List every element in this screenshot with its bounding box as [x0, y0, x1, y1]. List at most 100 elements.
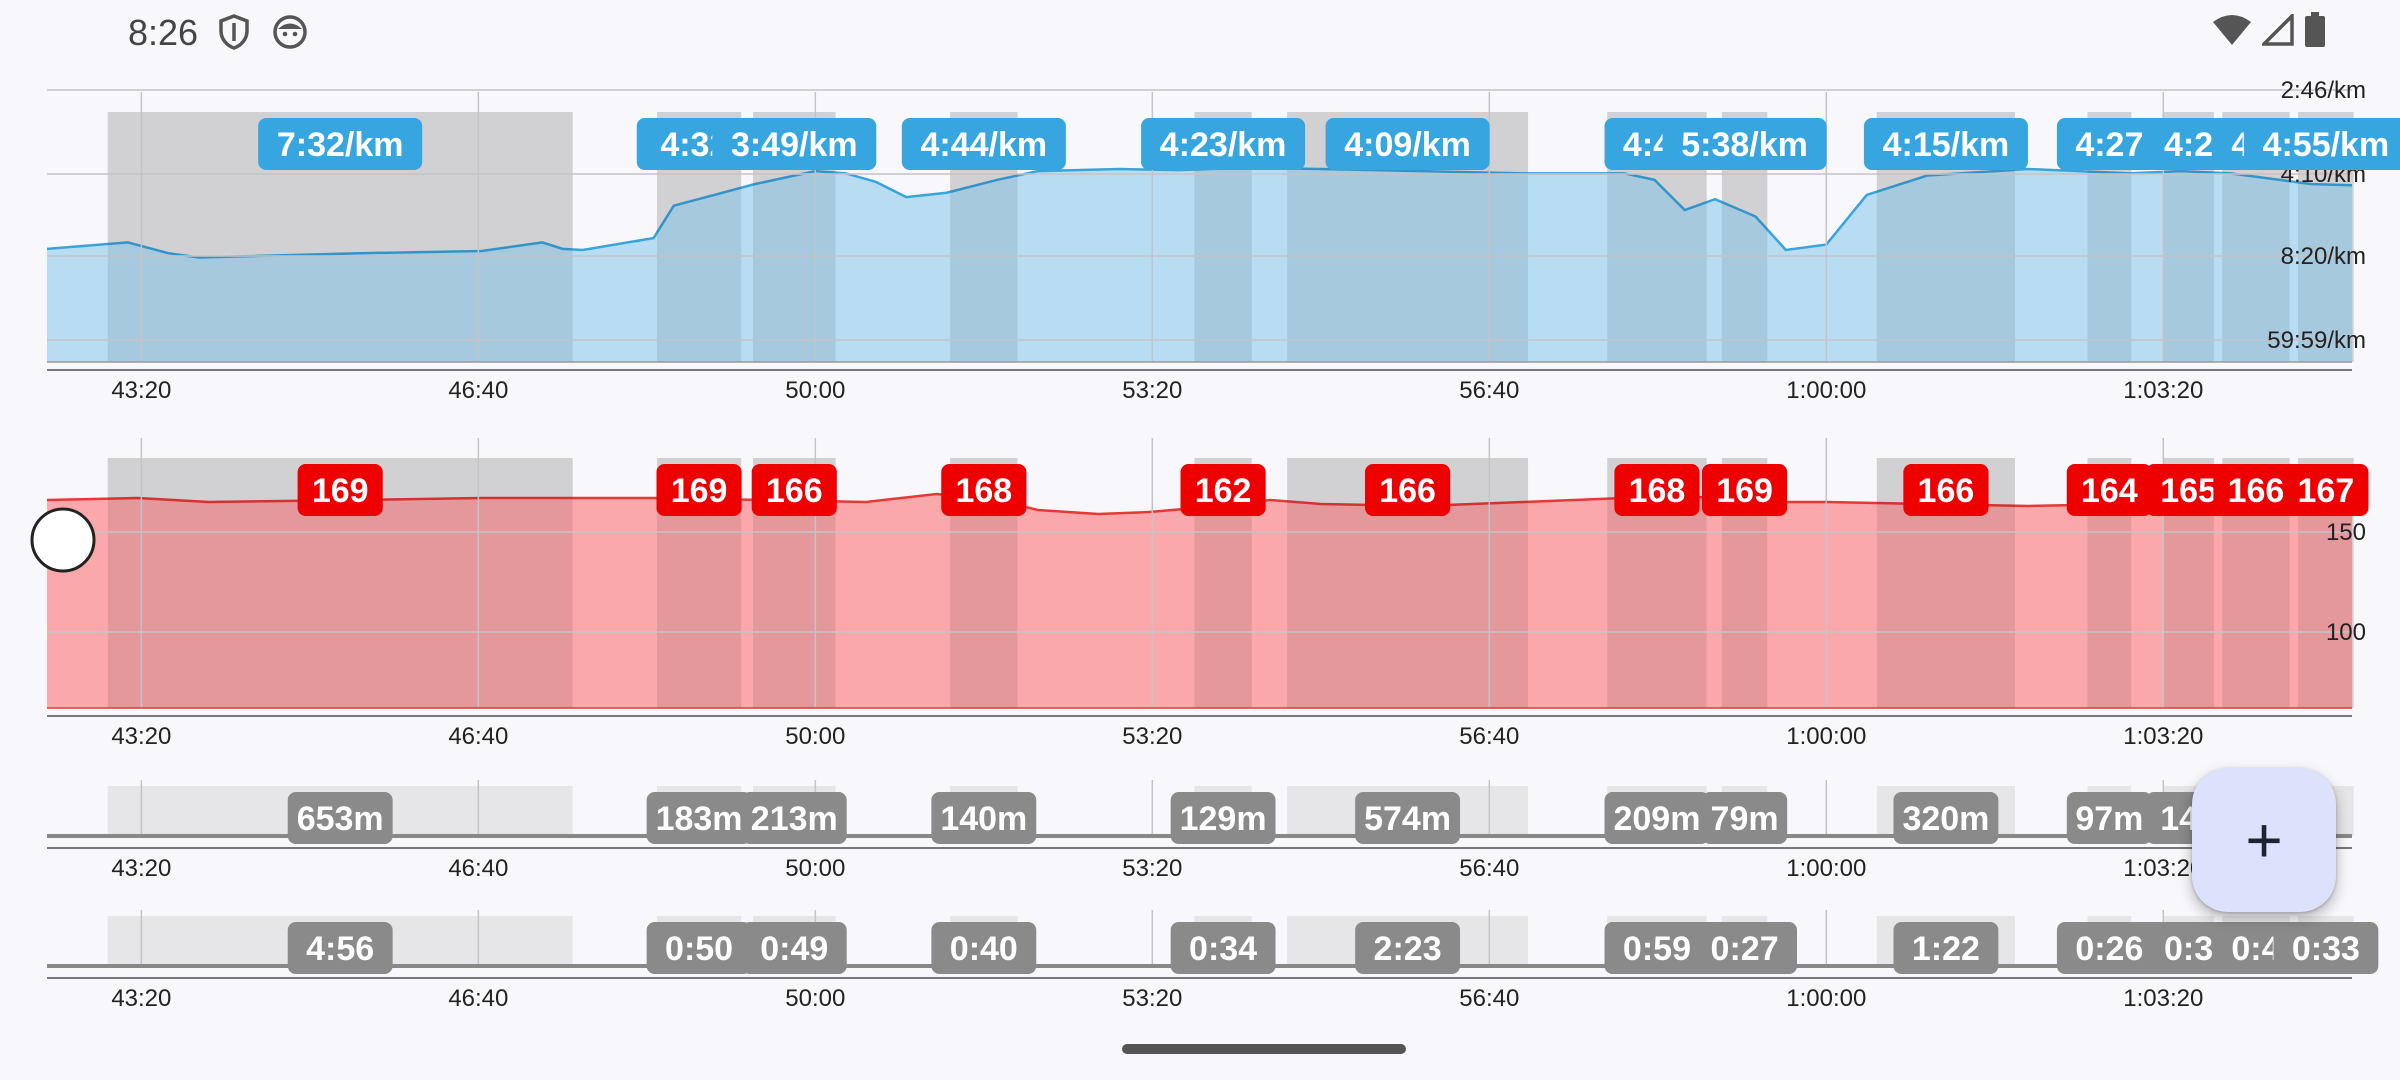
pace-label-text: 4:23/km: [1160, 126, 1287, 164]
hr-label: 169: [297, 464, 383, 516]
hr-label-text: 162: [1195, 472, 1252, 510]
pace-label: 4:44/km: [901, 118, 1066, 170]
duration-label: 0:59: [1604, 922, 1710, 974]
hr-label-text: 169: [671, 472, 728, 510]
hr-label: 166: [751, 464, 837, 516]
duration-label-bg: [1604, 922, 1710, 974]
lap-charts[interactable]: 43:20 46:40 50:00 53:20 56:40 1:00:00 1:03:20 2…: [0, 0, 2400, 1040]
distance-label-text: 653m: [297, 800, 384, 838]
pace-label-bg: [258, 118, 423, 170]
hr-label-text: 166: [2228, 472, 2285, 510]
distance-label: 129m: [1170, 792, 1276, 844]
duration-label: 0:33: [2273, 922, 2379, 974]
duration-label: 1:22: [1893, 922, 1999, 974]
distance-label: 574m: [1355, 792, 1461, 844]
pace-label-bg: [1325, 118, 1490, 170]
distance-x-tick-label: 46:40: [448, 855, 508, 882]
pace-y-tick-label: 59:59/km: [2267, 327, 2366, 354]
hr-label-text: 166: [766, 472, 823, 510]
distance-label: 209m: [1604, 792, 1710, 844]
scrubber-handle[interactable]: [30, 507, 96, 573]
hr-x-tick-label: 46:40: [448, 723, 508, 750]
duration-x-tick-label: 1:03:20: [2123, 985, 2203, 1012]
duration-label-text: 0:26: [2075, 930, 2143, 968]
distance-label-text: 140m: [940, 800, 1027, 838]
pace-x-tick-label: 56:40: [1459, 377, 1519, 404]
duration-label: 0:50: [646, 922, 752, 974]
hr-label: 166: [1365, 464, 1451, 516]
distance-label-bg: [931, 792, 1037, 844]
duration-x-tick-label: 1:00:00: [1786, 985, 1866, 1012]
pace-label-text: 4:2: [2164, 126, 2213, 164]
pace-label: 4:55/km: [2243, 118, 2400, 170]
add-button[interactable]: +: [2192, 768, 2336, 912]
hr-label: 166: [2213, 464, 2299, 516]
distance-label-text: 213m: [751, 800, 838, 838]
duration-label: 0:49: [741, 922, 847, 974]
hr-label-bg: [297, 464, 383, 516]
duration-label-text: 0:4: [2231, 930, 2280, 968]
hr-label-bg: [1903, 464, 1989, 516]
distance-label: 97m: [2066, 792, 2152, 844]
pace-x-tick-label: 1:03:20: [2123, 377, 2203, 404]
duration-label-bg: [741, 922, 847, 974]
duration-label-text: 0:27: [1711, 930, 1779, 968]
hr-label-text: 166: [1379, 472, 1436, 510]
duration-label-text: 2:23: [1374, 930, 1442, 968]
distance-label: 79m: [1701, 792, 1788, 844]
duration-label: 0:40: [931, 922, 1037, 974]
cellular-signal-icon: [2259, 11, 2294, 51]
duration-label-text: 1:22: [1912, 930, 1980, 968]
distance-label-text: 97m: [2075, 800, 2143, 838]
home-indicator[interactable]: [1122, 1044, 1406, 1054]
hr-label: 168: [1614, 464, 1700, 516]
hr-label-text: 169: [1716, 472, 1773, 510]
pace-x-tick-label: 50:00: [785, 377, 845, 404]
hr-label-bg: [941, 464, 1027, 516]
hr-area: [47, 494, 2352, 708]
hr-label: 165: [2145, 464, 2232, 516]
duration-label-bg: [1355, 922, 1461, 974]
duration-label: 0:34: [1170, 922, 1276, 974]
distance-x-tick-label: 1:03:20: [2123, 855, 2203, 882]
duration-label-bg: [646, 922, 752, 974]
distance-label-bg: [1701, 792, 1788, 844]
distance-label-text: 320m: [1902, 800, 1989, 838]
pace-area: [47, 167, 2352, 362]
distance-x-tick-label: 43:20: [111, 855, 171, 882]
duration-label: 0:27: [1692, 922, 1798, 974]
pace-label-bg: [1141, 118, 1306, 170]
hr-label-bg: [2145, 464, 2232, 516]
pace-label: 4:15/km: [1863, 118, 2028, 170]
hr-x-tick-label: 53:20: [1122, 723, 1182, 750]
distance-label-bg: [1170, 792, 1276, 844]
pace-label: 4:09/km: [1325, 118, 1490, 170]
distance-x-tick-label: 53:20: [1122, 855, 1182, 882]
hr-label-bg: [2213, 464, 2299, 516]
duration-x-tick-label: 56:40: [1459, 985, 1519, 1012]
distance-label-bg: [1893, 792, 1999, 844]
duration-label-bg: [2145, 922, 2232, 974]
duration-x-tick-label: 53:20: [1122, 985, 1182, 1012]
duration-label-text: 0:3: [2164, 930, 2213, 968]
pace-label-text: 5:38/km: [1681, 126, 1808, 164]
duration-label-text: 0:49: [760, 930, 828, 968]
status-bar: 8:26: [0, 0, 2400, 64]
duration-label-bg: [931, 922, 1037, 974]
duration-label-bg: [2273, 922, 2379, 974]
status-time: 8:26: [128, 12, 199, 53]
duration-label-text: 0:50: [665, 930, 733, 968]
hr-label-text: 164: [2081, 472, 2138, 510]
distance-label: 183m: [646, 792, 752, 844]
duration-label-bg: [287, 922, 393, 974]
pace-label: 4:27: [2056, 118, 2162, 170]
pace-y-tick-label: 8:20/km: [2281, 243, 2366, 270]
pace-line: [46, 166, 2353, 259]
distance-label-text: 129m: [1180, 800, 1267, 838]
pace-label-bg: [712, 118, 877, 170]
duration-label-text: 0:34: [1189, 930, 1257, 968]
pace-label-bg: [2145, 118, 2232, 170]
duration-label-text: 4:56: [306, 930, 374, 968]
distance-label: 213m: [741, 792, 847, 844]
pace-label-text: 4:09/km: [1344, 126, 1471, 164]
